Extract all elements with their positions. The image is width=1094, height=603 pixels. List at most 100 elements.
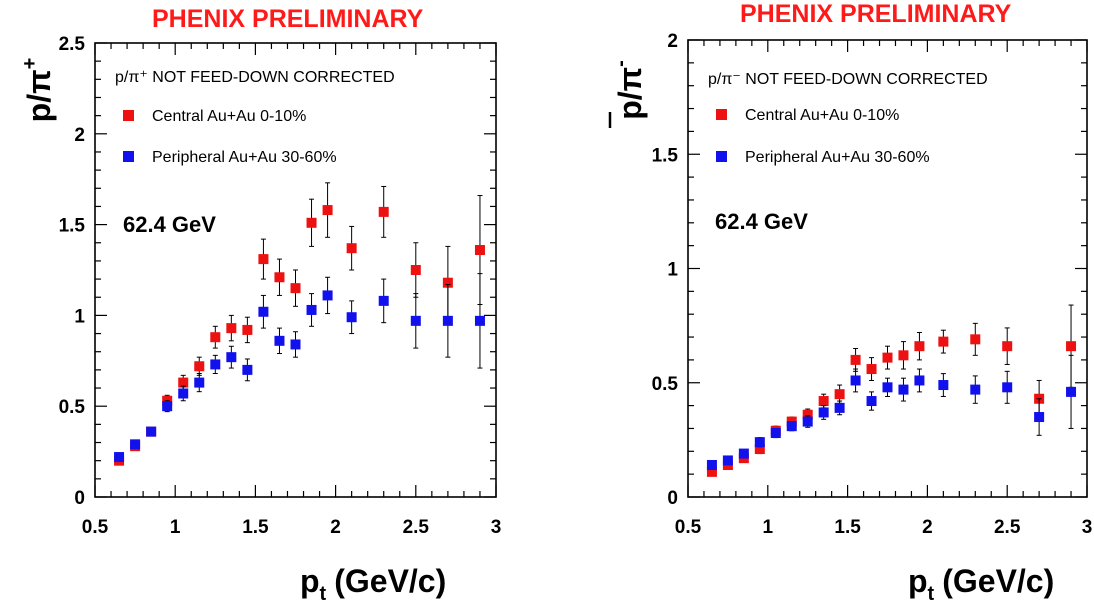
x-tick-label: 2 — [922, 517, 933, 538]
peripheral-point — [210, 359, 221, 370]
peripheral-point — [1066, 386, 1077, 397]
central-point — [834, 389, 845, 400]
y-tick-label: 0 — [74, 488, 85, 509]
y-tick-label: 1 — [667, 260, 678, 281]
x-tick-label: 3 — [491, 517, 502, 538]
banner-text: PHENIX PRELIMINARY — [740, 0, 1012, 28]
peripheral-point — [938, 380, 949, 391]
peripheral-point — [306, 304, 317, 315]
legend-marker — [123, 110, 134, 121]
y-axis-title: p/π- — [608, 60, 648, 128]
chart-left-svg: PHENIX PRELIMINARY 0.5 1 1.5 2 2.5 3 0 0.5 1 1.5 2 2… — [19, 5, 502, 603]
peripheral-point — [818, 407, 829, 418]
x-axis-title: pt (GeV/c) — [908, 563, 1054, 603]
chart-right: PHENIX PRELIMINARY 0.5 1 1.5 2 2.5 3 0 0.5 1 1.5 2 p… — [547, 0, 1094, 603]
x-tick-label: 1 — [763, 517, 774, 538]
legend-label: Central Au+Au 0-10% — [152, 108, 306, 125]
feed-down-note: p/π⁺ NOT FEED-DOWN CORRECTED — [115, 69, 395, 86]
y-axis-title-text: p/π- — [610, 60, 648, 120]
central-point — [1002, 341, 1013, 352]
peripheral-point — [802, 416, 813, 427]
peripheral-point — [1002, 382, 1013, 393]
y-tick-label: 1.5 — [59, 216, 86, 237]
x-axis-title-units: (GeV/c) — [942, 563, 1054, 599]
central-point — [322, 205, 333, 216]
legend-label: Peripheral Au+Au 30-60% — [152, 149, 337, 166]
peripheral-point — [770, 428, 781, 439]
central-point — [410, 265, 421, 275]
central-point — [818, 396, 829, 407]
y-tick-label: 2 — [667, 31, 678, 52]
central-point — [210, 332, 221, 343]
central-point — [258, 254, 269, 265]
y-axis-title-text: p/π+ — [19, 58, 57, 123]
y-tick-label: 0.5 — [652, 374, 679, 395]
peripheral-point — [114, 452, 125, 463]
peripheral-point — [274, 335, 285, 346]
legend-label: Peripheral Au+Au 30-60% — [745, 149, 930, 166]
feed-down-note: p/π⁻ NOT FEED-DOWN CORRECTED — [708, 71, 988, 88]
peripheral-point — [898, 384, 909, 395]
x-tick-label: 2.5 — [994, 517, 1021, 538]
peripheral-point — [1034, 412, 1045, 423]
central-point — [378, 206, 389, 217]
x-tick-label: 1.5 — [834, 517, 861, 538]
x-tick-label: 1.5 — [242, 517, 269, 538]
central-point — [226, 323, 237, 334]
peripheral-point — [834, 402, 845, 413]
central-point — [898, 350, 909, 361]
legend-marker — [123, 151, 134, 162]
central-point — [802, 409, 813, 420]
central-point — [178, 377, 189, 388]
y-tick-label: 0.5 — [59, 397, 86, 418]
peripheral-point — [290, 339, 301, 350]
central-point — [346, 243, 357, 254]
peripheral-point — [346, 312, 357, 323]
plot-frame — [94, 42, 497, 498]
x-tick-label: 2.5 — [403, 517, 430, 538]
central-point — [306, 217, 317, 228]
central-point — [706, 466, 717, 477]
x-tick-label: 1 — [170, 517, 181, 538]
x-tick-label: 2 — [330, 517, 341, 538]
central-point — [970, 334, 981, 345]
peripheral-point — [706, 460, 717, 471]
central-point — [914, 341, 925, 352]
peripheral-point — [970, 384, 981, 395]
central-point — [882, 352, 893, 363]
x-tick-label: 3 — [1082, 517, 1093, 538]
x-axis-title-sub: t — [928, 583, 935, 603]
peripheral-point — [914, 375, 925, 386]
peripheral-point — [378, 295, 389, 306]
y-axis-title-sup: + — [19, 58, 41, 70]
y-tick-label: 0 — [667, 488, 678, 509]
peripheral-point — [194, 377, 205, 388]
y-tick-label: 2.5 — [59, 34, 86, 55]
peripheral-point — [474, 315, 485, 326]
y-axis-title-sup: - — [610, 60, 632, 67]
peripheral-point — [882, 382, 893, 393]
central-point — [242, 324, 253, 335]
peripheral-point — [178, 388, 189, 399]
peripheral-point — [242, 364, 253, 375]
peripheral-point — [146, 426, 157, 437]
central-point — [474, 245, 485, 256]
x-axis-title-units: (GeV/c) — [334, 563, 446, 599]
central-point — [194, 361, 205, 372]
peripheral-point — [754, 437, 765, 448]
y-tick-label: 1.5 — [652, 145, 679, 166]
x-tick-label: 0.5 — [82, 517, 109, 538]
energy-label: 62.4 GeV — [123, 212, 216, 237]
central-point — [754, 444, 765, 455]
central-point — [290, 283, 301, 294]
legend-marker — [716, 151, 727, 162]
x-axis-title: pt (GeV/c) — [300, 563, 446, 603]
peripheral-point — [322, 290, 333, 301]
y-axis-title: p/π+ — [19, 58, 57, 123]
legend-marker — [716, 109, 727, 120]
peripheral-point — [258, 306, 269, 317]
peripheral-point — [442, 315, 453, 326]
y-tick-label: 2 — [74, 125, 85, 146]
banner-text: PHENIX PRELIMINARY — [152, 5, 424, 33]
